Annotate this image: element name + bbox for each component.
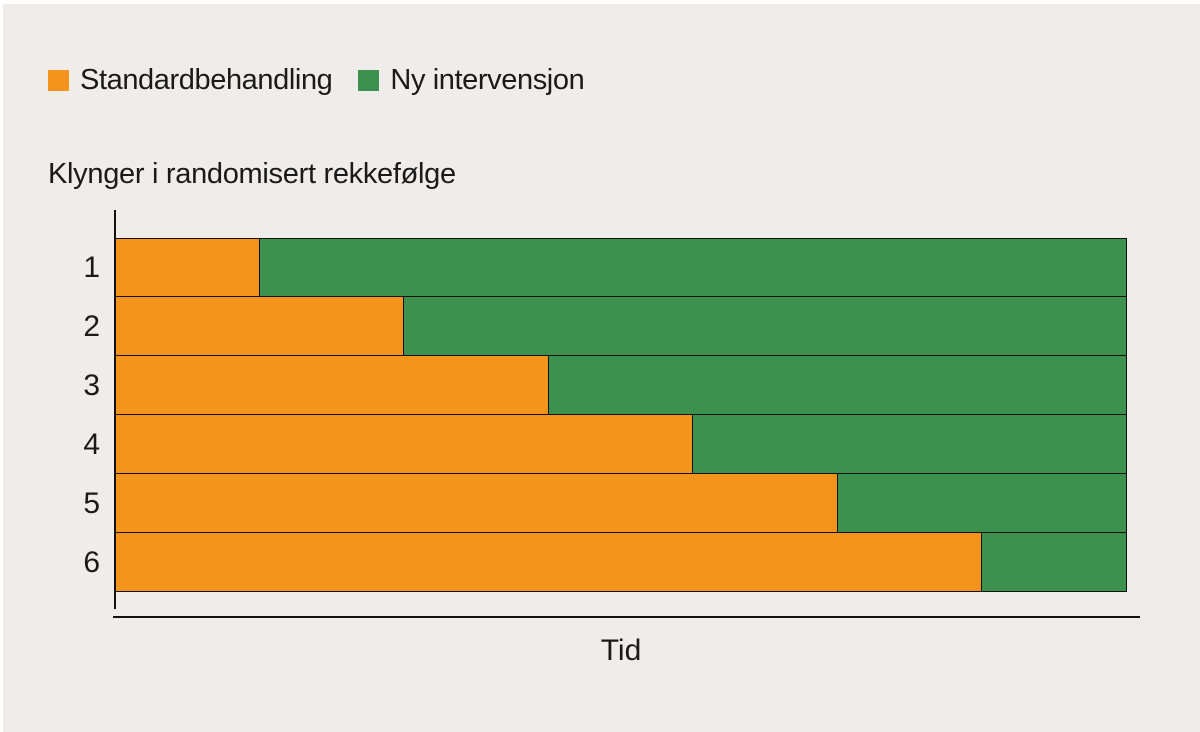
cluster-label: 3 <box>83 368 100 402</box>
legend: Standardbehandling Ny intervensjon <box>48 64 585 97</box>
cluster-row <box>115 533 1127 592</box>
new-intervention-segment <box>693 415 1127 474</box>
x-axis-line <box>113 616 1140 618</box>
new-intervention-segment <box>837 474 1127 533</box>
standard-treatment-segment <box>115 356 549 415</box>
legend-item-label: Ny intervensjon <box>390 64 585 96</box>
standard-treatment-segment <box>115 415 694 474</box>
standard-treatment-segment <box>115 474 838 533</box>
legend-item-label: Standardbehandling <box>80 64 333 96</box>
legend-item-standard-treatment: Standardbehandling <box>48 64 333 97</box>
new-intervention-segment <box>982 533 1127 592</box>
chart-title: Klynger i randomisert rekkefølge <box>48 158 456 190</box>
cluster-row <box>115 474 1127 533</box>
standard-treatment-segment <box>115 533 983 592</box>
cluster-label: 2 <box>83 309 100 343</box>
cluster-row <box>115 415 1127 474</box>
new-intervention-segment <box>259 238 1127 297</box>
cluster-row <box>115 238 1127 297</box>
new-intervention-swatch <box>358 70 380 91</box>
cluster-label: 4 <box>83 427 100 461</box>
cluster-label: 1 <box>83 250 100 284</box>
cluster-row-labels: 1 2 3 4 5 6 <box>52 238 100 592</box>
new-intervention-segment <box>548 356 1127 415</box>
standard-treatment-segment <box>115 238 260 297</box>
cluster-label: 6 <box>83 545 100 579</box>
standard-treatment-segment <box>115 297 405 356</box>
legend-item-new-intervention: Ny intervensjon <box>358 64 585 97</box>
plot-rows <box>115 238 1127 592</box>
cluster-row <box>115 297 1127 356</box>
cluster-label: 5 <box>83 486 100 520</box>
x-axis-label: Tid <box>600 634 642 667</box>
standard-treatment-swatch <box>48 70 69 91</box>
cluster-row <box>115 356 1127 415</box>
new-intervention-segment <box>404 297 1127 356</box>
